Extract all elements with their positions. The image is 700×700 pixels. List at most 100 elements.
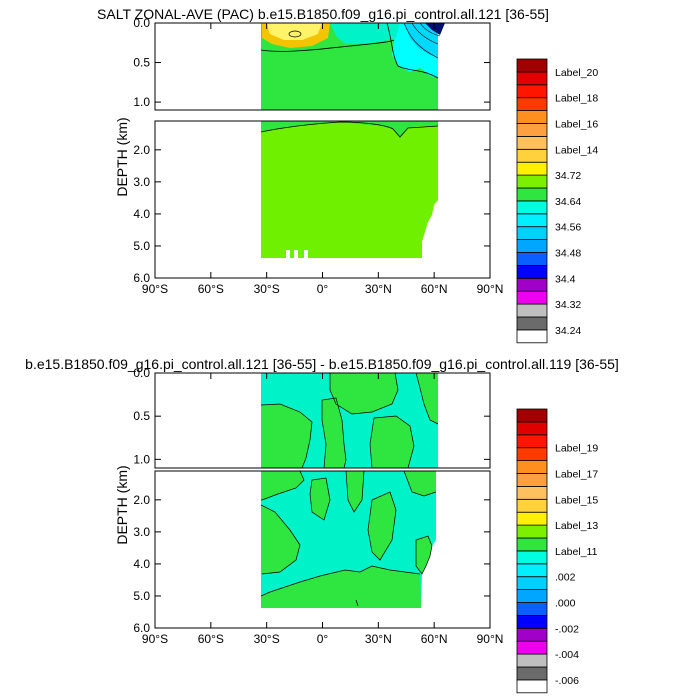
colorbar-box [516, 485, 548, 500]
colorbar-box [516, 434, 548, 449]
colorbar-box [516, 537, 548, 552]
colorbar-box [516, 303, 548, 318]
colorbar-box [516, 563, 548, 578]
x-tick-label: 0° [317, 632, 329, 646]
colorbar-label: 34.48 [555, 248, 581, 260]
y-tick-label: 5.0 [133, 239, 150, 253]
plot-2-upper-field [260, 373, 439, 468]
colorbar-box [516, 473, 548, 487]
y-tick-label: 3.0 [133, 175, 150, 189]
positive-diff-region [416, 536, 432, 574]
positive-diff-region [416, 373, 438, 424]
colorbar-box [516, 58, 548, 73]
x-tick-label: 90°S [142, 282, 168, 296]
plot-1-axes: 90°S 60°S 30°S 0° 30°N 60°N 90°N 0.0 0.5 1.0 2.0 3.… [133, 16, 503, 296]
x-tick-label: 30°N [365, 282, 392, 296]
mid-salinity-band [330, 23, 400, 44]
colorbar-box [516, 148, 548, 163]
y-tick-label: 0.0 [133, 16, 150, 30]
colorbar-label: 34.56 [555, 222, 581, 234]
y-tick-label: 4.0 [133, 207, 150, 221]
positive-diff-region [322, 398, 346, 468]
colorbar-box [516, 498, 548, 513]
plot-1-colorbar: 34.24 34.32 34.4 34.48 34.56 34.64 34.72 Label_… [516, 58, 598, 344]
colorbar-box [516, 213, 548, 228]
colorbar-box [516, 290, 548, 305]
positive-diff-region [370, 416, 414, 468]
x-tick-label: 30°S [254, 632, 280, 646]
colorbar-box [516, 640, 548, 655]
positive-diff-region [310, 478, 330, 520]
colorbar-box [516, 110, 548, 124]
plot-1: SALT ZONAL-AVE (PAC) b.e15.B1850.f09_g16… [97, 6, 598, 344]
colorbar-label: Label_11 [555, 546, 598, 558]
colorbar-box [516, 174, 548, 189]
colorbar-label: .002 [555, 572, 576, 584]
y-tick-label: 0.0 [133, 366, 150, 380]
colorbar-label: Label_15 [555, 494, 598, 506]
colorbar-box [516, 135, 548, 150]
colorbar-label: Label_13 [555, 520, 598, 532]
colorbar-box [516, 421, 548, 436]
colorbar-box [516, 627, 548, 642]
positive-diff-region [346, 471, 364, 512]
colorbar-box [516, 679, 548, 694]
colorbar-box [516, 264, 548, 279]
colorbar-box [516, 84, 548, 99]
colorbar-label: -.004 [555, 649, 579, 661]
y-tick-label: 6.0 [133, 621, 150, 635]
colorbar-box [516, 550, 548, 565]
plot-2: b.e15.B1850.f09_g16.pi_control.all.121 [… [25, 356, 619, 694]
colorbar-label: 34.72 [555, 170, 581, 182]
colorbar-box [516, 524, 548, 539]
colorbar-box [516, 226, 548, 240]
colorbar-label: 34.24 [555, 325, 581, 337]
y-tick-label: 2.0 [133, 493, 150, 507]
positive-diff-region [261, 471, 304, 500]
y-tick-label: 6.0 [133, 271, 150, 285]
x-tick-label: 60°N [421, 282, 448, 296]
colorbar-box [516, 200, 548, 215]
plot-2-axes: 90°S 60°S 30°S 0° 30°N 60°N 90°N 0.0 0.5 1.0 2.0 3.… [133, 366, 503, 646]
colorbar-box [516, 277, 548, 292]
colorbar-box [516, 511, 548, 526]
plot-1-lower-field [260, 121, 439, 258]
x-tick-label: 0° [317, 282, 329, 296]
x-tick-label: 30°S [254, 282, 280, 296]
colorbar-box [516, 666, 548, 681]
plot-2-colorbar: -.006 -.004 -.002 .000 .002 Label_11 Label_13 L… [516, 408, 598, 694]
colorbar-box [516, 187, 548, 202]
colorbar-label: 34.64 [555, 196, 581, 208]
positive-diff-region [261, 505, 300, 574]
positive-diff-region [261, 404, 312, 468]
positive-diff-region [368, 492, 396, 560]
plot-1-upper-field [260, 23, 445, 110]
y-tick-label: 0.5 [133, 409, 150, 423]
colorbar-label: Label_17 [555, 469, 598, 481]
colorbar-label: Label_18 [555, 93, 598, 105]
y-tick-label: 5.0 [133, 589, 150, 603]
x-tick-label: 60°S [198, 282, 224, 296]
plot-2-title: b.e15.B1850.f09_g16.pi_control.all.121 [… [25, 356, 619, 372]
y-tick-label: 2.0 [133, 143, 150, 157]
lowest-salinity-region [425, 23, 445, 35]
colorbar-label: Label_16 [555, 119, 598, 131]
positive-diff-region [330, 373, 398, 414]
colorbar-label: .000 [555, 598, 576, 610]
x-tick-label: 90°S [142, 632, 168, 646]
colorbar-label: Label_14 [555, 144, 598, 156]
colorbar-label: Label_20 [555, 67, 598, 79]
positive-diff-region [261, 566, 421, 608]
x-tick-label: 90°N [477, 282, 504, 296]
plot-1-ylabel: DEPTH (km) [114, 117, 130, 196]
colorbar-box [516, 239, 548, 253]
colorbar-label: 34.32 [555, 299, 581, 311]
highest-salinity-core [266, 23, 322, 40]
colorbar-box [516, 252, 548, 266]
x-tick-label: 60°N [421, 632, 448, 646]
colorbar-box [516, 589, 548, 603]
colorbar-label: -.006 [555, 675, 579, 687]
plot-2-ylabel: DEPTH (km) [114, 465, 130, 544]
y-tick-label: 1.0 [133, 452, 150, 466]
